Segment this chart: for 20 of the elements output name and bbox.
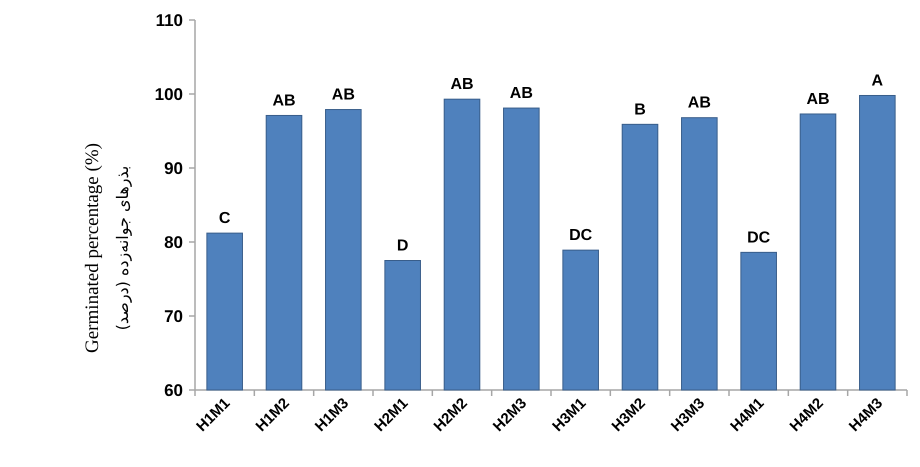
annotation: AB — [688, 94, 711, 112]
y-tick-label: 60 — [164, 381, 183, 400]
annotation: C — [218, 210, 231, 228]
y-axis-title: Germinated percentage (%) — [82, 143, 103, 353]
annotation: DC — [569, 227, 593, 244]
y-tick-label: 100 — [154, 85, 183, 104]
y-tick-label: 110 — [156, 11, 183, 30]
y-tick-label: 80 — [164, 233, 183, 252]
annotation: AB — [332, 86, 355, 104]
annotation: D — [396, 238, 408, 254]
annotation: AB — [272, 92, 296, 110]
annotation: B — [634, 101, 646, 118]
annotation: AB — [806, 90, 830, 108]
annotation: AB — [450, 76, 474, 94]
y-tick-label: 70 — [164, 307, 183, 326]
text: بذرهای جوانه‌زده (درصد) — [113, 166, 132, 330]
annotation: A — [872, 72, 884, 90]
y-tick-label: 90 — [164, 159, 183, 178]
annotation: DC — [747, 229, 771, 246]
annotation: AB — [510, 85, 533, 102]
